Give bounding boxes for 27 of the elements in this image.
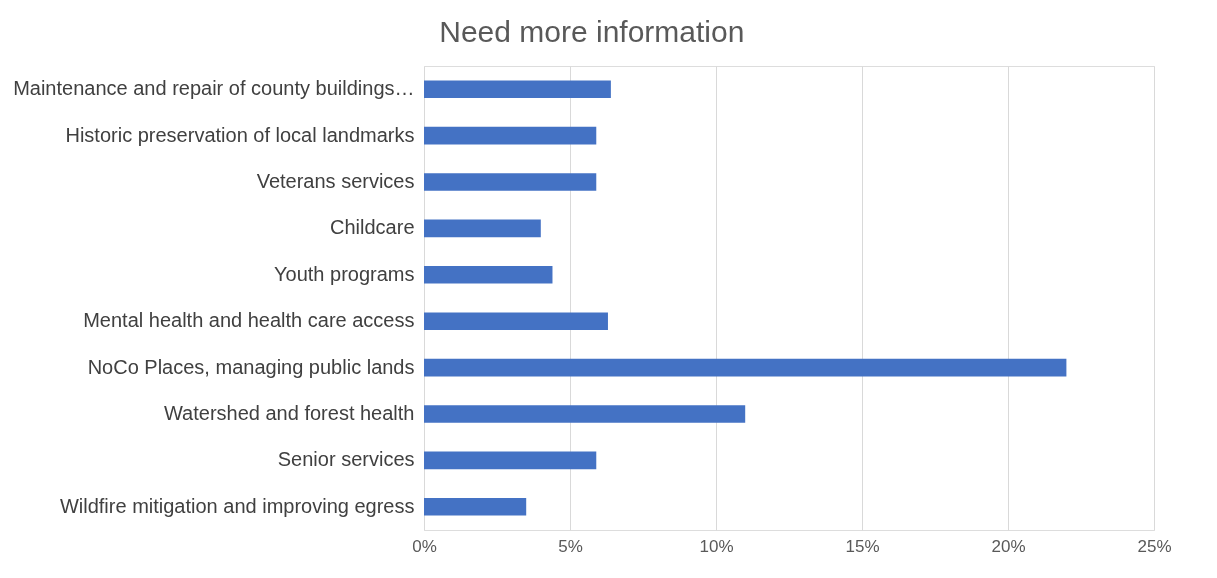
bar: [424, 219, 541, 238]
y-tick-label: Youth programs: [274, 262, 415, 285]
x-tick-label: 10%: [699, 536, 734, 556]
x-tick-label: 25%: [1137, 536, 1172, 556]
y-tick-label: Maintenance and repair of county buildings…: [13, 77, 415, 100]
bar: [424, 312, 608, 331]
bar: [424, 497, 527, 516]
y-tick-label: Veterans services: [256, 170, 415, 192]
bar: [424, 173, 597, 191]
x-tick-label: 20%: [991, 536, 1026, 556]
bar: [424, 451, 597, 470]
bar: [424, 80, 611, 99]
x-tick-label: 0%: [412, 536, 437, 556]
y-tick-label: Wildfire mitigation and improving egress: [59, 494, 415, 517]
bar: [424, 358, 1067, 377]
y-tick-label: Watershed and forest health: [163, 402, 415, 424]
y-tick-label: NoCo Places, managing public lands: [87, 355, 415, 378]
y-tick-label: Historic preservation of local landmarks: [65, 123, 415, 146]
x-tick-label: 15%: [845, 536, 880, 556]
y-tick-label: Childcare: [330, 216, 415, 239]
x-tick-label: 5%: [558, 536, 583, 556]
bar: [424, 126, 597, 145]
bar: [424, 405, 746, 423]
chart-title: Need more information: [439, 15, 745, 48]
bar: [424, 265, 553, 284]
y-tick-label: Mental health and health care access: [83, 309, 415, 332]
y-tick-label: Senior services: [277, 448, 415, 471]
